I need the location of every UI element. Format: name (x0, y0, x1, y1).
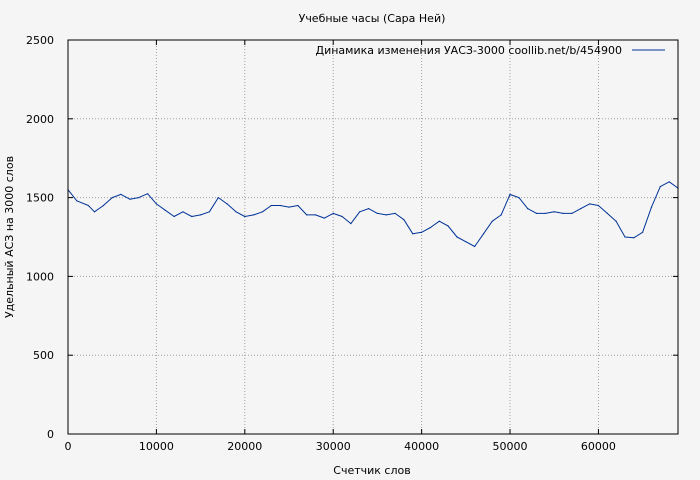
x-tick-label: 60000 (581, 440, 616, 453)
y-tick-label: 2500 (26, 34, 54, 47)
data-point (650, 206, 653, 208)
y-axis-label: Удельный АСЗ на 3000 слов (3, 156, 16, 318)
data-point (385, 214, 387, 216)
data-point (597, 204, 600, 207)
data-point (606, 212, 608, 214)
data-point (447, 225, 449, 227)
y-tick-label: 500 (33, 349, 54, 362)
data-point (244, 215, 246, 218)
data-point (279, 204, 281, 207)
data-point (261, 211, 264, 213)
data-point (642, 231, 644, 233)
data-point (668, 181, 670, 183)
x-tick-label: 20000 (227, 440, 262, 453)
tick-layer: 0 10000 20000 30000 40000 50000 60000 0 500 1000 1… (26, 34, 678, 453)
data-point (200, 214, 202, 216)
data-point (93, 211, 96, 213)
data-point (76, 200, 78, 202)
data-point (314, 214, 317, 216)
legend-label: Динамика изменения УАСЗ-3000 coollib.net… (316, 44, 623, 57)
data-point (562, 212, 564, 214)
data-point (509, 193, 511, 195)
data-point (482, 233, 485, 235)
data-point (270, 204, 272, 207)
legend: Динамика изменения УАСЗ-3000 coollib.net… (316, 44, 665, 57)
data-point (111, 197, 113, 199)
data-point (350, 223, 352, 225)
data-point (421, 231, 423, 233)
data-point (580, 208, 582, 210)
data-point (182, 211, 184, 213)
data-point (527, 208, 529, 210)
data-point (518, 197, 520, 199)
data-point (297, 204, 299, 207)
data-point (553, 211, 555, 213)
series-layer (67, 181, 679, 248)
data-point (500, 214, 502, 216)
data-point (235, 211, 237, 213)
data-point (164, 209, 166, 211)
data-point (589, 203, 591, 205)
chart-title: Учебные часы (Сара Ней) (299, 12, 446, 25)
y-tick-label: 2000 (26, 113, 54, 126)
data-point (394, 212, 396, 214)
x-tick-label: 40000 (404, 440, 439, 453)
data-point (173, 215, 175, 218)
data-point (491, 220, 493, 222)
data-point (465, 241, 467, 243)
data-point (412, 233, 414, 235)
data-point (87, 204, 89, 207)
y-tick-label: 0 (47, 428, 54, 441)
data-point (571, 212, 573, 214)
data-point (456, 236, 458, 238)
data-point (438, 220, 440, 222)
data-point (359, 211, 361, 213)
data-point (332, 212, 334, 214)
data-point (288, 206, 290, 208)
data-point (544, 212, 547, 214)
data-point (323, 217, 325, 219)
data-point (253, 214, 255, 216)
x-axis-label: Счетчик слов (333, 464, 410, 477)
data-point (120, 193, 122, 195)
data-point (536, 212, 538, 214)
data-point (208, 211, 210, 213)
data-point (624, 236, 626, 238)
data-point (341, 215, 343, 218)
data-point (429, 226, 432, 229)
x-tick-label: 30000 (316, 440, 351, 453)
data-point (306, 214, 308, 216)
data-point (615, 220, 617, 222)
data-point (226, 203, 228, 205)
x-tick-label: 50000 (493, 440, 528, 453)
y-tick-label: 1000 (26, 270, 54, 283)
data-point (129, 198, 131, 200)
data-point (633, 237, 635, 239)
data-point (368, 208, 370, 210)
series-line (67, 181, 679, 247)
data-point (217, 197, 219, 199)
y-tick-label: 1500 (26, 192, 54, 205)
data-point (474, 245, 476, 248)
data-point (155, 203, 157, 205)
data-point (102, 204, 104, 207)
data-point (147, 193, 149, 195)
data-point (191, 215, 193, 218)
data-point (138, 197, 140, 199)
x-tick-label: 0 (65, 440, 72, 453)
data-point (403, 219, 405, 221)
plot-frame (67, 39, 679, 435)
data-point (659, 186, 661, 188)
data-point (376, 212, 378, 214)
x-tick-label: 10000 (139, 440, 174, 453)
